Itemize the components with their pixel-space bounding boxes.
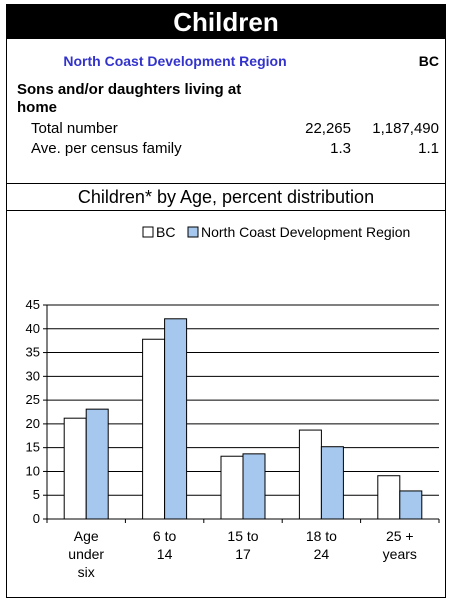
bc-value: 1,187,490 (372, 120, 439, 137)
bar-bc (142, 338, 166, 520)
legend-swatch (142, 226, 154, 238)
row-label: Total number (31, 120, 118, 137)
y-tick-label: 20 (26, 416, 40, 431)
region-value: 22,265 (305, 120, 351, 137)
table-row: Total number 22,265 1,187,490 (31, 120, 439, 138)
table-row: Ave. per census family 1.3 1.1 (31, 140, 439, 158)
x-tick-label: years (383, 546, 417, 562)
y-tick-label: 25 (26, 392, 40, 407)
x-tick-label: under (68, 546, 104, 562)
y-tick-label: 5 (33, 487, 40, 502)
bar-bc (377, 475, 401, 520)
section-label: Sons and/or daughters living at home (17, 81, 242, 116)
chart-title: Children* by Age, percent distribution (77, 187, 375, 207)
bar-bc (298, 429, 322, 520)
y-tick-label: 40 (26, 321, 40, 336)
y-tick-label: 0 (33, 511, 40, 526)
divider (7, 210, 445, 211)
region-value: 1.3 (330, 140, 351, 157)
row-label: Ave. per census family (31, 140, 182, 157)
bar-chart: 0 5 10 15 20 25 30 35 40 45 Age under six 6 to 14 15 to… (26, 224, 440, 580)
x-tick-label: 17 (235, 546, 251, 562)
y-tick-label: 30 (26, 368, 40, 383)
bar-bc (63, 417, 87, 520)
bar-region (320, 446, 344, 520)
x-tick-label: 14 (157, 546, 173, 562)
x-tick-label: six (78, 564, 95, 580)
divider (7, 183, 445, 184)
y-tick-label: 10 (26, 463, 40, 478)
page-title: Children (7, 5, 445, 39)
bc-column-heading: BC (418, 53, 439, 69)
region-column-heading: North Coast Development Region (63, 53, 287, 69)
bar-region (164, 318, 188, 520)
bar-region (399, 490, 423, 520)
x-tick-label: 24 (314, 546, 330, 562)
x-tick-label: 15 to (227, 528, 258, 544)
y-tick-label: 35 (26, 345, 40, 360)
x-tick-label: 18 to (306, 528, 337, 544)
children-panel: Children North Coast Development Region … (6, 4, 446, 598)
legend-label: North Coast Development Region (201, 224, 410, 240)
x-tick-label: 6 to (153, 528, 177, 544)
legend-label: BC (156, 224, 175, 240)
bc-value: 1.1 (418, 140, 439, 157)
bar-region (242, 453, 266, 520)
legend-swatch (187, 226, 199, 238)
x-tick-label: Age (74, 528, 99, 544)
y-tick-label: 15 (26, 440, 40, 455)
bar-bc (220, 455, 244, 520)
x-tick-label: 25 + (386, 528, 414, 544)
y-tick-label: 45 (26, 297, 40, 312)
bar-region (85, 408, 109, 520)
